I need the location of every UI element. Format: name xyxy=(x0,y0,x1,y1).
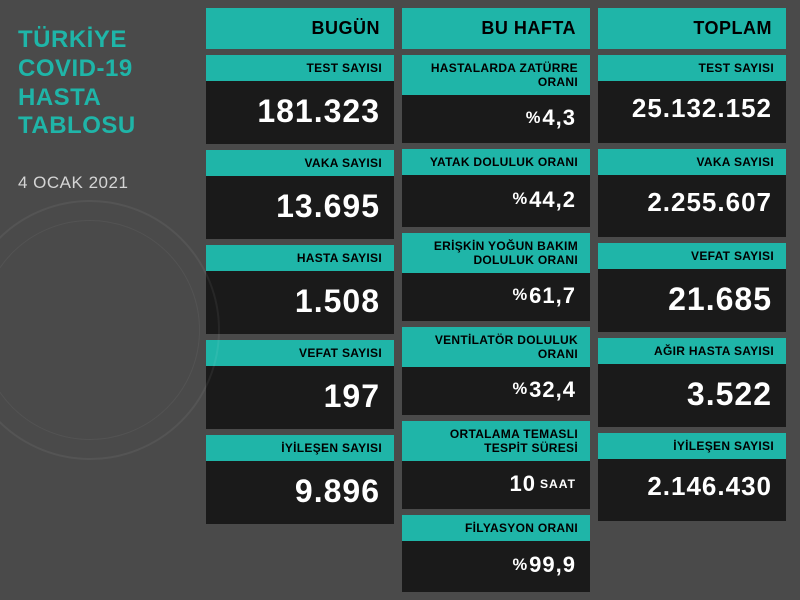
stat-label: VEFAT SAYISI xyxy=(598,243,786,269)
stat-value: 10SAAT xyxy=(402,461,590,509)
stat-label: AĞIR HASTA SAYISI xyxy=(598,338,786,364)
total-recovered: İYİLEŞEN SAYISI 2.146.430 xyxy=(598,433,786,521)
today-tests: TEST SAYISI 181.323 xyxy=(206,55,394,144)
stat-value: 9.896 xyxy=(206,461,394,524)
total-header: TOPLAM xyxy=(598,8,786,49)
stat-label: VAKA SAYISI xyxy=(598,149,786,175)
today-patients: HASTA SAYISI 1.508 xyxy=(206,245,394,334)
stat-label: İYİLEŞEN SAYISI xyxy=(206,435,394,461)
week-bed: YATAK DOLULUK ORANI %44,2 xyxy=(402,149,590,227)
stat-label: TEST SAYISI xyxy=(598,55,786,81)
title-column: TÜRKİYE COVID-19 HASTA TABLOSU 4 OCAK 20… xyxy=(8,8,202,592)
report-date: 4 OCAK 2021 xyxy=(18,173,192,193)
week-pneumonia: HASTALARDA ZATÜRRE ORANI %4,3 xyxy=(402,55,590,143)
stat-label: VEFAT SAYISI xyxy=(206,340,394,366)
stat-label: TEST SAYISI xyxy=(206,55,394,81)
title-block: TÜRKİYE COVID-19 HASTA TABLOSU 4 OCAK 20… xyxy=(12,8,198,193)
stat-label: FİLYASYON ORANI xyxy=(402,515,590,541)
stat-label: HASTALARDA ZATÜRRE ORANI xyxy=(402,55,590,95)
today-column: BUGÜN TEST SAYISI 181.323 VAKA SAYISI 13… xyxy=(202,8,398,592)
week-icu: ERİŞKİN YOĞUN BAKIM DOLULUK ORANI %61,7 xyxy=(402,233,590,321)
week-contact: ORTALAMA TEMASLI TESPİT SÜRESİ 10SAAT xyxy=(402,421,590,509)
stat-label: VAKA SAYISI xyxy=(206,150,394,176)
title-line: TABLOSU xyxy=(18,112,192,141)
stat-value: 2.146.430 xyxy=(598,459,786,521)
stat-value: %32,4 xyxy=(402,367,590,415)
stat-label: VENTİLATÖR DOLULUK ORANI xyxy=(402,327,590,367)
stat-value: 21.685 xyxy=(598,269,786,332)
stat-value: 13.695 xyxy=(206,176,394,239)
total-critical: AĞIR HASTA SAYISI 3.522 xyxy=(598,338,786,427)
stat-value: %44,2 xyxy=(402,175,590,227)
stat-value: %4,3 xyxy=(402,95,590,143)
stat-label: HASTA SAYISI xyxy=(206,245,394,271)
today-deaths: VEFAT SAYISI 197 xyxy=(206,340,394,429)
title-line: TÜRKİYE xyxy=(18,26,192,55)
title-line: COVID-19 xyxy=(18,55,192,84)
week-header: BU HAFTA xyxy=(402,8,590,49)
week-filiation: FİLYASYON ORANI %99,9 xyxy=(402,515,590,593)
today-header: BUGÜN xyxy=(206,8,394,49)
stat-value: 181.323 xyxy=(206,81,394,144)
total-tests: TEST SAYISI 25.132.152 xyxy=(598,55,786,143)
total-deaths: VEFAT SAYISI 21.685 xyxy=(598,243,786,332)
stat-label: YATAK DOLULUK ORANI xyxy=(402,149,590,175)
stat-label: ERİŞKİN YOĞUN BAKIM DOLULUK ORANI xyxy=(402,233,590,273)
week-vent: VENTİLATÖR DOLULUK ORANI %32,4 xyxy=(402,327,590,415)
total-column: TOPLAM TEST SAYISI 25.132.152 VAKA SAYIS… xyxy=(594,8,790,592)
week-column: BU HAFTA HASTALARDA ZATÜRRE ORANI %4,3 Y… xyxy=(398,8,594,592)
stat-value: %61,7 xyxy=(402,273,590,321)
today-recovered: İYİLEŞEN SAYISI 9.896 xyxy=(206,435,394,524)
main-title: TÜRKİYE COVID-19 HASTA TABLOSU xyxy=(18,26,192,141)
stat-value: 197 xyxy=(206,366,394,429)
stat-value: %99,9 xyxy=(402,541,590,593)
stat-value: 3.522 xyxy=(598,364,786,427)
title-line: HASTA xyxy=(18,84,192,113)
stat-label: İYİLEŞEN SAYISI xyxy=(598,433,786,459)
stat-value: 25.132.152 xyxy=(598,81,786,143)
stat-value: 1.508 xyxy=(206,271,394,334)
total-cases: VAKA SAYISI 2.255.607 xyxy=(598,149,786,237)
stat-label: ORTALAMA TEMASLI TESPİT SÜRESİ xyxy=(402,421,590,461)
today-cases: VAKA SAYISI 13.695 xyxy=(206,150,394,239)
stat-value: 2.255.607 xyxy=(598,175,786,237)
